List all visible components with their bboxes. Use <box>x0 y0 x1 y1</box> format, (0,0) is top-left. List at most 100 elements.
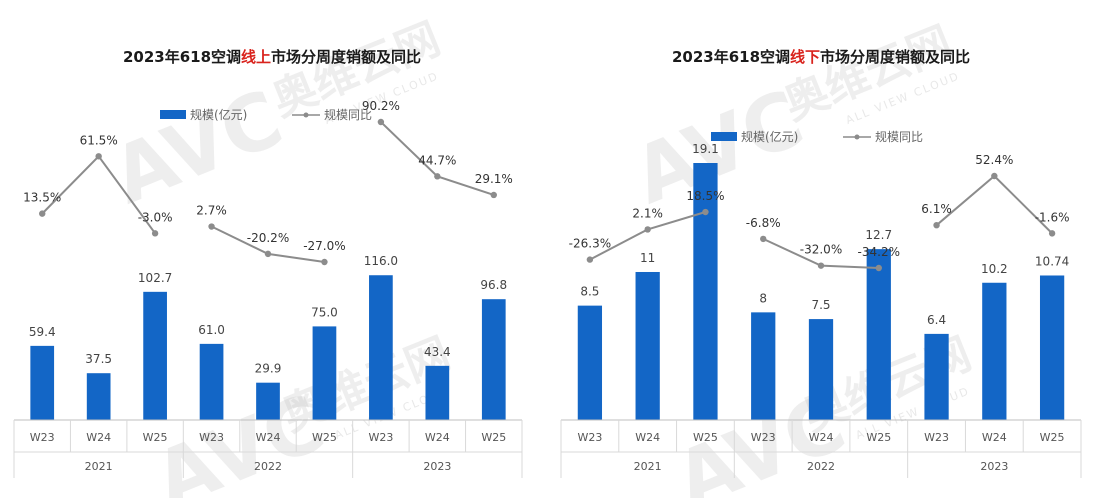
x-tick-label: W23 <box>30 431 55 444</box>
yoy-lines: -26.3% 2.1% 18.5% -6.8% -32.0% -34.2% 6.1% 52.4… <box>569 153 1070 272</box>
x-tick-label: W24 <box>982 431 1007 444</box>
bar-w25-2022 <box>866 249 891 420</box>
x-tick-label: W25 <box>312 431 337 444</box>
bars: 8.5 11 19.1 8 7.5 12.7 6.4 10.2 10.74 <box>577 142 1069 420</box>
x-year-label: 2022 <box>254 460 282 473</box>
yoy-value-label: 2.7% <box>196 204 227 218</box>
bar-w23-2022 <box>199 343 224 420</box>
yoy-value-label: -32.0% <box>800 243 842 257</box>
yoy-point <box>208 223 215 230</box>
bar-value-label: 96.8 <box>480 278 507 292</box>
yoy-value-label: -20.2% <box>247 231 289 245</box>
bar-w25-2022 <box>312 326 337 420</box>
chart-title: 2023年618空调线上市场分周度销额及同比 <box>123 48 421 66</box>
yoy-point <box>1048 230 1056 237</box>
yoy-value-label: 61.5% <box>80 133 118 147</box>
x-year-label: 2022 <box>807 460 835 473</box>
bar-w23-2022 <box>751 312 776 420</box>
yoy-point <box>434 173 441 180</box>
yoy-point <box>490 191 497 199</box>
bar-value-label: 12.7 <box>865 228 892 242</box>
yoy-value-label: 2.1% <box>632 206 663 220</box>
legend-bar-label: 规模(亿元) <box>741 129 798 144</box>
yoy-value-label: -1.6% <box>1035 210 1070 224</box>
x-tick-label: W24 <box>809 431 834 444</box>
yoy-lines: 13.5% 61.5% -3.0% 2.7% -20.2% -27.0% 90.2% 44.7… <box>23 99 513 266</box>
bar-w24-2022 <box>256 382 280 420</box>
bar-w23-2023 <box>924 333 949 420</box>
bar-w24-2023 <box>982 282 1007 420</box>
yoy-point <box>264 250 272 258</box>
x-axis: W23 W24 W25 W23 W24 W25 W23 W24 W25 2021 2022 2023 <box>13 419 523 478</box>
yoy-point <box>95 153 102 160</box>
x-tick-label: W25 <box>866 431 891 444</box>
legend-bar-swatch <box>711 132 737 141</box>
bar-value-label: 102.7 <box>138 271 172 285</box>
yoy-point <box>702 208 709 216</box>
yoy-value-label: 18.5% <box>686 189 724 203</box>
legend-line-label: 规模同比 <box>324 107 372 122</box>
x-tick-label: W23 <box>924 431 949 444</box>
bar-value-label: 8 <box>759 291 767 305</box>
bar-value-label: 37.5 <box>85 352 112 366</box>
bar-value-label: 10.74 <box>1035 254 1069 268</box>
bar-value-label: 75.0 <box>311 305 338 319</box>
yoy-value-label: 90.2% <box>362 99 400 113</box>
legend-bar-swatch <box>160 110 186 119</box>
yoy-line-2023 <box>935 174 1053 235</box>
bar-w25-2023 <box>481 299 506 420</box>
yoy-point <box>586 256 594 263</box>
x-tick-label: W24 <box>425 431 450 444</box>
bar-w23-2023 <box>369 275 393 420</box>
legend-bar-label: 规模(亿元) <box>190 107 247 122</box>
x-tick-label: W24 <box>635 431 660 444</box>
bar-value-label: 6.4 <box>927 313 946 327</box>
x-tick-label: W23 <box>368 431 393 444</box>
legend-line-label: 规模同比 <box>875 129 923 144</box>
yoy-point <box>875 264 882 272</box>
x-tick-label: W23 <box>751 431 776 444</box>
chart-title: 2023年618空调线下市场分周度销额及同比 <box>672 48 970 66</box>
x-year-label: 2023 <box>980 460 1008 473</box>
yoy-value-label: -26.3% <box>569 237 611 251</box>
yoy-point <box>933 221 940 229</box>
yoy-point <box>321 258 328 266</box>
yoy-value-label: -34.2% <box>858 245 900 259</box>
yoy-point <box>151 230 159 237</box>
yoy-point <box>991 172 998 180</box>
bar-value-label: 8.5 <box>580 285 599 299</box>
legend-line-marker <box>303 112 309 118</box>
yoy-value-label: 52.4% <box>975 153 1013 167</box>
yoy-value-label: 44.7% <box>418 153 456 167</box>
yoy-value-label: -6.8% <box>746 216 781 230</box>
bar-value-label: 29.9 <box>255 362 282 376</box>
bar-value-label: 43.4 <box>424 345 451 359</box>
x-tick-label: W23 <box>577 431 602 444</box>
x-tick-label: W24 <box>256 431 281 444</box>
bar-value-label: 19.1 <box>692 142 719 156</box>
legend-line-marker <box>854 134 860 140</box>
bar-value-label: 11 <box>640 251 655 265</box>
bar-w23-2021 <box>577 305 603 420</box>
yoy-point <box>760 235 767 243</box>
bars: 59.4 37.5 102.7 61.0 29.9 75.0 116.0 43.4 96.8 <box>29 254 507 420</box>
yoy-value-label: -27.0% <box>303 239 345 253</box>
bar-w24-2023 <box>425 365 450 420</box>
bar-w23-2021 <box>30 345 55 420</box>
x-tick-label: W25 <box>143 431 168 444</box>
x-year-label: 2021 <box>634 460 662 473</box>
yoy-value-label: 13.5% <box>23 191 61 205</box>
bar-value-label: 7.5 <box>811 298 830 312</box>
yoy-point <box>377 118 385 126</box>
x-year-label: 2023 <box>423 460 451 473</box>
bar-w25-2021 <box>143 291 167 420</box>
legend: 规模(亿元) 规模同比 <box>160 107 372 122</box>
x-tick-label: W25 <box>693 431 718 444</box>
x-axis: W23 W24 W25 W23 W24 W25 W23 W24 W25 2021 2022 2023 <box>560 419 1082 478</box>
x-tick-label: W23 <box>199 431 224 444</box>
legend: 规模(亿元) 规模同比 <box>711 129 923 144</box>
x-tick-label: W24 <box>86 431 111 444</box>
yoy-point <box>39 210 46 217</box>
